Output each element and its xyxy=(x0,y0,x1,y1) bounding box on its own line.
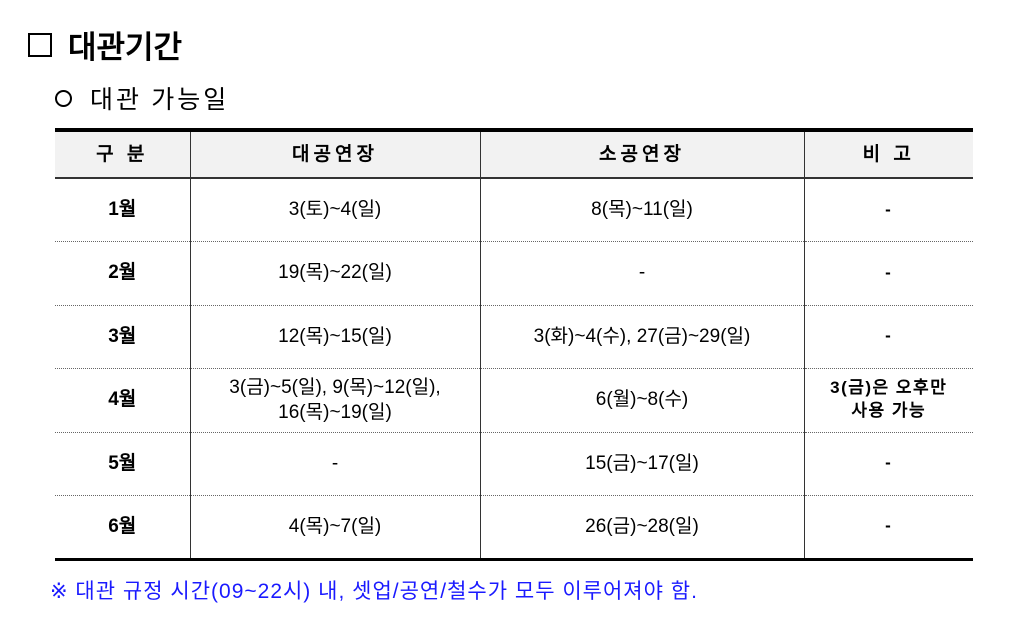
subsection-title-text: 대관 가능일 xyxy=(90,87,230,114)
large-hall-cell: 4(목)~7(일) xyxy=(189,495,480,561)
note-cell: - xyxy=(803,241,973,306)
table-row: 6월 4(목)~7(일) 26(금)~28(일) - xyxy=(55,495,973,561)
large-hall-cell: 19(목)~22(일) xyxy=(189,241,480,306)
footnote: ※ 대관 규정 시간(09~22시) 내, 셋업/공연/철수가 모두 이루어져야… xyxy=(50,580,698,603)
month-cell: 4월 xyxy=(55,368,190,433)
small-hall-cell: 26(금)~28(일) xyxy=(479,495,804,561)
table-row: 2월 19(목)~22(일) - - xyxy=(55,241,973,306)
table-row: 1월 3(토)~4(일) 8(목)~11(일) - xyxy=(55,178,973,242)
small-hall-cell: - xyxy=(479,241,804,306)
note-cell: 3(금)은 오후만 사용 가능 xyxy=(803,368,973,433)
subsection-title: 대관 가능일 xyxy=(55,80,229,116)
section-title: 대관기간 xyxy=(28,22,182,67)
table-row: 4월 3(금)~5(일), 9(목)~12(일), 16(목)~19(일) 6(월)… xyxy=(55,368,973,433)
month-cell: 5월 xyxy=(55,432,190,496)
header-large-hall: 대공연장 xyxy=(189,128,480,179)
small-hall-cell: 8(목)~11(일) xyxy=(479,178,804,242)
small-hall-cell: 15(금)~17(일) xyxy=(479,432,804,496)
header-category: 구 분 xyxy=(55,128,190,179)
table-row: 3월 12(목)~15(일) 3(화)~4(수), 27(금)~29(일) - xyxy=(55,305,973,369)
month-cell: 1월 xyxy=(55,178,190,242)
circle-bullet-icon xyxy=(55,89,72,107)
note-cell: - xyxy=(803,495,973,561)
header-small-hall: 소공연장 xyxy=(479,128,804,179)
large-hall-cell: 12(목)~15(일) xyxy=(189,305,480,369)
table-header-row: 구 분 대공연장 소공연장 비 고 xyxy=(55,128,973,179)
square-bullet-icon xyxy=(28,32,52,57)
note-cell: - xyxy=(803,432,973,496)
small-hall-cell: 3(화)~4(수), 27(금)~29(일) xyxy=(479,305,804,369)
table-row: 5월 -15(금)~17(일) - xyxy=(55,432,973,496)
note-cell: - xyxy=(803,178,973,242)
large-hall-cell: - xyxy=(189,432,480,496)
header-note: 비 고 xyxy=(803,128,973,179)
month-cell: 2월 xyxy=(55,241,190,306)
small-hall-cell: 6(월)~8(수) xyxy=(479,368,804,433)
month-cell: 6월 xyxy=(55,495,190,561)
rental-schedule-table: 구 분 대공연장 소공연장 비 고 1월 3(토)~4(일) 8(목)~11(일) -… xyxy=(55,128,973,561)
large-hall-cell: 3(금)~5(일), 9(목)~12(일), 16(목)~19(일) xyxy=(189,368,480,433)
month-cell: 3월 xyxy=(55,305,190,369)
note-cell: - xyxy=(803,305,973,369)
large-hall-cell: 3(토)~4(일) xyxy=(189,178,480,242)
section-title-text: 대관기간 xyxy=(68,30,183,65)
